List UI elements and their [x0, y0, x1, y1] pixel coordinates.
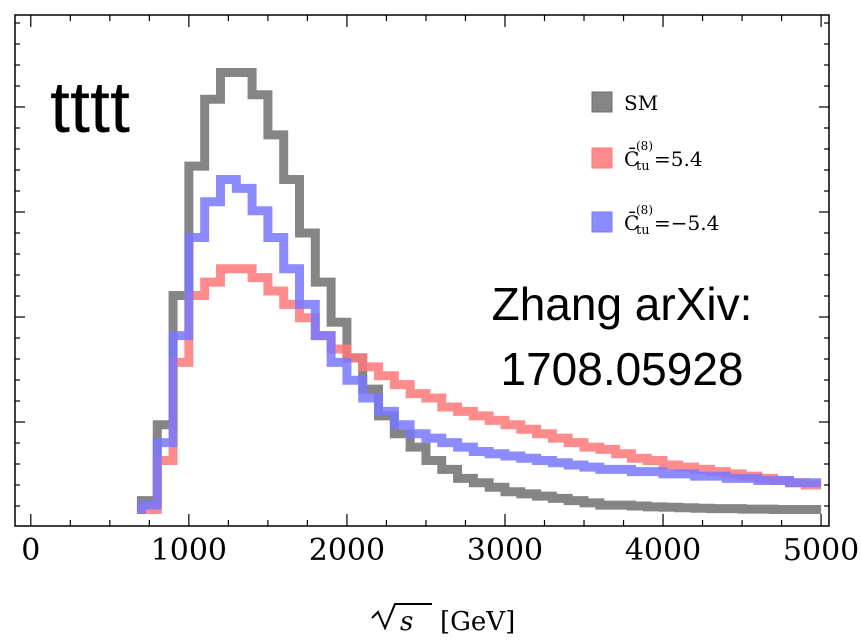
x-tick-label: 1000 [151, 533, 227, 568]
legend-label-1: C̄tu(8)=5.4 [624, 139, 703, 174]
legend-swatch-2 [592, 212, 612, 232]
x-tick-label: 0 [21, 533, 40, 568]
x-tick-label: 4000 [625, 533, 701, 568]
x-axis-label: s [GeV] [372, 604, 515, 635]
process-label: tttt [50, 68, 130, 148]
legend-label-value: =−5.4 [654, 211, 719, 235]
legend-label-subscript: tu [636, 223, 650, 238]
legend-label-value: =5.4 [654, 147, 703, 171]
legend: SMC̄tu(8)=5.4C̄tu(8)=−5.4 [592, 91, 719, 238]
legend-swatch-1 [592, 148, 612, 168]
x-tick-label: 2000 [309, 533, 385, 568]
legend-label-superscript: (8) [636, 203, 653, 217]
x-tick-label: 3000 [467, 533, 543, 568]
x-axis-variable: s [400, 607, 413, 635]
annotation-line-1: Zhang arXiv: [492, 278, 753, 330]
x-tick-label: 5000 [783, 533, 859, 568]
legend-label-superscript: (8) [636, 139, 653, 153]
annotation-line-2: 1708.05928 [500, 343, 743, 395]
legend-label-0: SM [624, 91, 658, 115]
x-axis-unit: [GeV] [440, 607, 515, 635]
legend-label-subscript: tu [636, 159, 650, 174]
legend-swatch-0 [592, 92, 612, 112]
legend-label-2: C̄tu(8)=−5.4 [624, 203, 719, 238]
